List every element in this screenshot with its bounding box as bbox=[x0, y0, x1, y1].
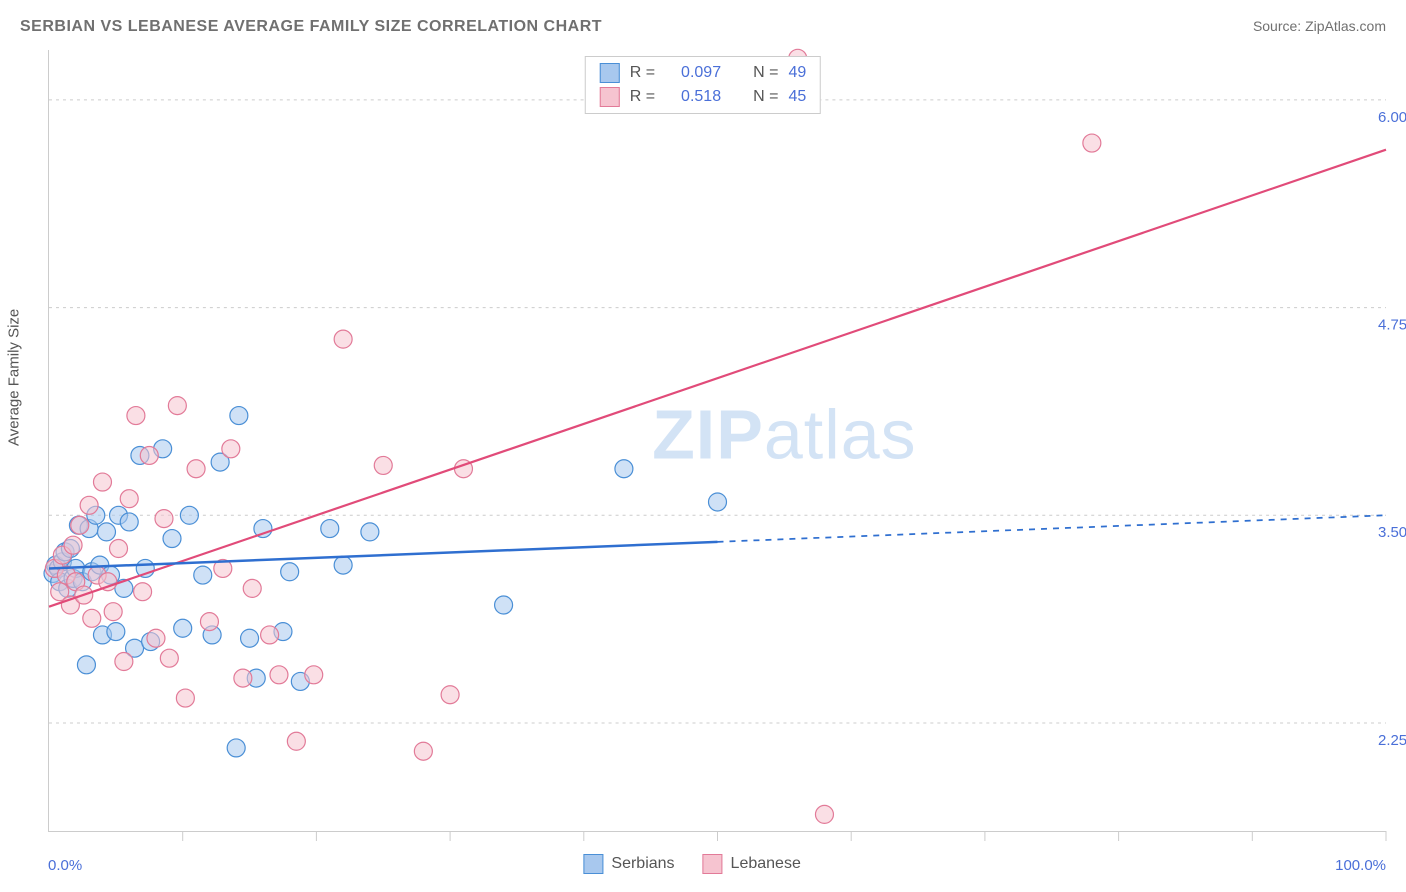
x-axis-min-label: 0.0% bbox=[48, 857, 82, 874]
legend-series: Serbians Lebanese bbox=[583, 854, 800, 874]
legend-stat-row-serbians: R = 0.097 N = 49 bbox=[586, 61, 820, 85]
data-point-lebanese bbox=[287, 732, 305, 750]
data-point-lebanese bbox=[243, 579, 261, 597]
legend-swatch-lebanese bbox=[600, 87, 620, 107]
data-point-serbians bbox=[194, 566, 212, 584]
r-label: R = bbox=[630, 64, 655, 82]
data-point-serbians bbox=[77, 656, 95, 674]
y-tick-label: 6.00 bbox=[1378, 109, 1406, 126]
trendline-serbians-dashed bbox=[718, 515, 1387, 542]
data-point-lebanese bbox=[120, 490, 138, 508]
y-tick-label: 4.75 bbox=[1378, 317, 1406, 334]
data-point-serbians bbox=[230, 407, 248, 425]
watermark: ZIPatlas bbox=[652, 396, 916, 474]
chart-title: SERBIAN VS LEBANESE AVERAGE FAMILY SIZE … bbox=[20, 18, 602, 36]
source-label: Source: bbox=[1253, 18, 1301, 34]
data-point-serbians bbox=[180, 506, 198, 524]
y-tick-label: 3.50 bbox=[1378, 524, 1406, 541]
data-point-lebanese bbox=[155, 510, 173, 528]
data-point-lebanese bbox=[64, 536, 82, 554]
data-point-lebanese bbox=[234, 669, 252, 687]
r-value: 0.097 bbox=[665, 64, 721, 82]
data-point-serbians bbox=[361, 523, 379, 541]
data-point-lebanese bbox=[176, 689, 194, 707]
data-point-serbians bbox=[709, 493, 727, 511]
data-point-serbians bbox=[241, 629, 259, 647]
trendline-lebanese bbox=[49, 150, 1386, 607]
data-point-lebanese bbox=[127, 407, 145, 425]
data-point-lebanese bbox=[104, 603, 122, 621]
data-point-serbians bbox=[174, 619, 192, 637]
data-point-lebanese bbox=[187, 460, 205, 478]
data-point-serbians bbox=[163, 530, 181, 548]
data-point-lebanese bbox=[222, 440, 240, 458]
data-point-lebanese bbox=[134, 583, 152, 601]
data-point-lebanese bbox=[83, 609, 101, 627]
r-label: R = bbox=[630, 88, 655, 106]
n-label: N = bbox=[753, 64, 778, 82]
data-point-serbians bbox=[120, 513, 138, 531]
data-point-serbians bbox=[495, 596, 513, 614]
legend-swatch-serbians bbox=[583, 854, 603, 874]
n-value: 49 bbox=[788, 64, 806, 82]
data-point-lebanese bbox=[147, 629, 165, 647]
plot-svg: 2.253.504.756.00ZIPatlas bbox=[49, 50, 1386, 831]
data-point-lebanese bbox=[140, 446, 158, 464]
data-point-serbians bbox=[281, 563, 299, 581]
data-point-lebanese bbox=[168, 397, 186, 415]
data-point-lebanese bbox=[305, 666, 323, 684]
source-name: ZipAtlas.com bbox=[1305, 18, 1386, 34]
data-point-lebanese bbox=[160, 649, 178, 667]
legend-swatch-serbians bbox=[600, 63, 620, 83]
data-point-serbians bbox=[334, 556, 352, 574]
legend-swatch-lebanese bbox=[703, 854, 723, 874]
trendline-serbians bbox=[49, 542, 718, 569]
data-point-lebanese bbox=[1083, 134, 1101, 152]
data-point-lebanese bbox=[261, 626, 279, 644]
data-point-lebanese bbox=[200, 613, 218, 631]
data-point-serbians bbox=[321, 520, 339, 538]
data-point-serbians bbox=[615, 460, 633, 478]
data-point-lebanese bbox=[71, 516, 89, 534]
plot-area: 2.253.504.756.00ZIPatlas bbox=[48, 50, 1386, 832]
data-point-lebanese bbox=[110, 540, 128, 558]
data-point-lebanese bbox=[115, 653, 133, 671]
data-point-lebanese bbox=[374, 456, 392, 474]
data-point-lebanese bbox=[334, 330, 352, 348]
n-value: 45 bbox=[788, 88, 806, 106]
legend-label-serbians: Serbians bbox=[611, 855, 674, 873]
data-point-lebanese bbox=[80, 496, 98, 514]
x-axis-max-label: 100.0% bbox=[1335, 857, 1386, 874]
y-axis-title: Average Family Size bbox=[6, 309, 23, 446]
legend-label-lebanese: Lebanese bbox=[731, 855, 801, 873]
n-label: N = bbox=[753, 88, 778, 106]
data-point-lebanese bbox=[815, 805, 833, 823]
legend-item-lebanese: Lebanese bbox=[703, 854, 801, 874]
source-citation: Source: ZipAtlas.com bbox=[1253, 18, 1386, 34]
r-value: 0.518 bbox=[665, 88, 721, 106]
data-point-lebanese bbox=[93, 473, 111, 491]
legend-item-serbians: Serbians bbox=[583, 854, 674, 874]
data-point-lebanese bbox=[441, 686, 459, 704]
legend-stat-row-lebanese: R = 0.518 N = 45 bbox=[586, 85, 820, 109]
y-tick-label: 2.25 bbox=[1378, 732, 1406, 749]
data-point-lebanese bbox=[414, 742, 432, 760]
data-point-serbians bbox=[107, 623, 125, 641]
chart-container: SERBIAN VS LEBANESE AVERAGE FAMILY SIZE … bbox=[0, 0, 1406, 892]
data-point-serbians bbox=[97, 523, 115, 541]
data-point-serbians bbox=[227, 739, 245, 757]
data-point-lebanese bbox=[270, 666, 288, 684]
legend-statistics: R = 0.097 N = 49 R = 0.518 N = 45 bbox=[585, 56, 821, 114]
